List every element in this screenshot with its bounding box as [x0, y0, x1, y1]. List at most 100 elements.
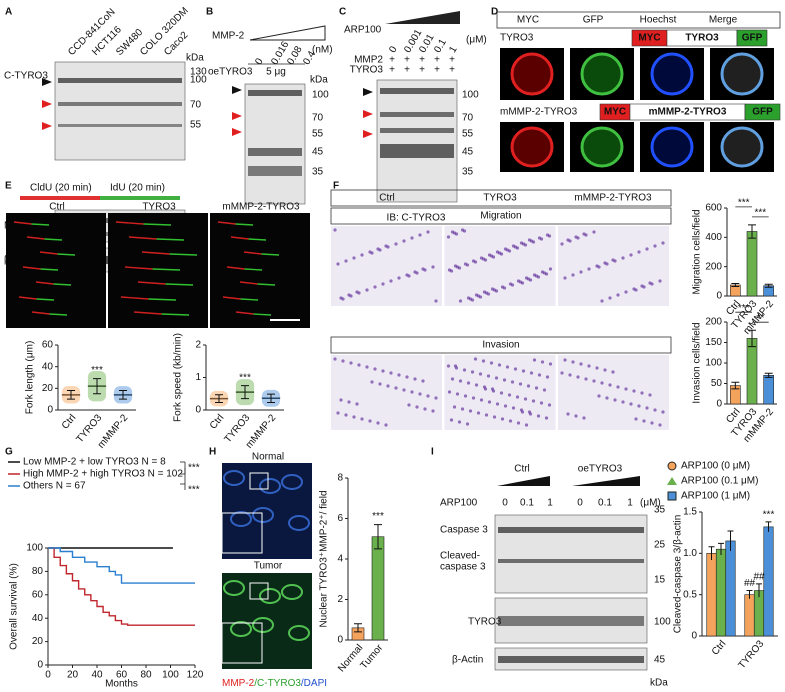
- cell-dot: [545, 233, 550, 237]
- error-bar: [748, 224, 756, 239]
- fiber: [143, 223, 172, 226]
- y-axis-label: Migration cells/field: [692, 209, 703, 294]
- cell-dot: [344, 259, 348, 263]
- cell-dot: [434, 396, 438, 400]
- cell-dot: [653, 244, 657, 248]
- nucleus: [252, 617, 274, 633]
- fiber: [39, 251, 58, 255]
- dose-label: 0: [577, 498, 583, 509]
- cell-dot: [373, 285, 377, 289]
- channel-label: MYC: [517, 15, 539, 26]
- y-tick-label: 1.5: [683, 507, 697, 518]
- y-tick-label: 40: [42, 361, 54, 372]
- cell-dot: [587, 267, 591, 271]
- x-tick-label: 120: [187, 670, 204, 681]
- marker-label: 45: [312, 147, 324, 158]
- pulse-label: CldU (20 min): [30, 183, 92, 194]
- cell-dot: [648, 393, 652, 397]
- channel-label: Merge: [709, 15, 738, 26]
- cell-dot: [603, 261, 607, 265]
- condition-label: TYRO3: [142, 202, 176, 213]
- cell-dot: [489, 361, 494, 365]
- cell-dot: [637, 404, 641, 408]
- cell-dot: [447, 390, 452, 394]
- marker-label: 100: [190, 75, 207, 86]
- blot-label: β-Actin: [452, 655, 483, 666]
- cell-dot: [584, 377, 588, 381]
- blot-band: [58, 102, 182, 106]
- condition-label: TYRO3: [483, 193, 517, 204]
- cell-dot: [466, 381, 471, 385]
- arrow: [42, 78, 52, 86]
- assay-label: Invasion: [482, 340, 519, 351]
- pulse-label: IdU (20 min): [110, 183, 165, 194]
- y-tick-label: 200: [705, 317, 722, 328]
- fiber: [49, 313, 68, 316]
- cell-dot: [516, 279, 521, 283]
- dose-label: 1: [447, 44, 460, 55]
- significance: ***: [754, 208, 766, 219]
- sign: +: [434, 55, 440, 66]
- marker-label: 35: [312, 167, 324, 178]
- cell-dot: [397, 276, 401, 280]
- nucleus: [252, 507, 274, 523]
- arrow: [232, 128, 242, 136]
- cell-dot: [347, 293, 351, 297]
- marker-label: 55: [190, 120, 202, 131]
- cell-dot: [563, 276, 567, 280]
- arrow: [363, 130, 373, 138]
- blot-band: [498, 656, 644, 663]
- cell-dot: [421, 379, 425, 383]
- cell-dot: [452, 405, 457, 409]
- cell-dot: [637, 250, 641, 254]
- significance: ***: [239, 372, 251, 383]
- cell-dot: [658, 423, 662, 427]
- condition-label: Ctrl: [379, 193, 395, 204]
- panel-letter: A: [5, 7, 12, 18]
- cell-dot: [579, 270, 583, 274]
- cell: [580, 52, 624, 96]
- cell-dot: [450, 230, 455, 234]
- cell-dot: [632, 287, 636, 291]
- construct-label: MYC: [638, 33, 660, 44]
- cell-dot: [405, 375, 409, 379]
- cell: [720, 52, 764, 96]
- cell-dot: [499, 391, 504, 395]
- cell-dot: [426, 230, 430, 234]
- cell-dot: [511, 406, 516, 410]
- y-axis-label: Cleaved-caspase 3/β-actin: [673, 515, 684, 634]
- treatment-label: ARP100: [440, 498, 478, 509]
- cell-dot: [519, 408, 524, 412]
- cell-dot: [540, 360, 545, 364]
- legend-label: Others N = 67: [23, 481, 86, 492]
- cell-dot: [426, 394, 430, 398]
- table-frame: [330, 189, 672, 207]
- significance: **: [756, 313, 764, 324]
- bar: [746, 231, 758, 297]
- cell-dot: [523, 397, 528, 401]
- cell-dot: [587, 364, 591, 368]
- inset-box: [249, 582, 269, 600]
- bar: [763, 526, 774, 637]
- nucleus: [259, 478, 281, 494]
- stain-caption: MMP-2/C-TYRO3/DAPI: [222, 678, 327, 689]
- blot-band: [380, 128, 454, 133]
- cell-dot: [410, 390, 414, 394]
- x-axis-label: Months: [105, 679, 138, 690]
- transwell-image: [444, 226, 556, 306]
- transwell-image: [558, 355, 669, 430]
- blot-band: [498, 527, 644, 533]
- dose-wedge: [249, 25, 326, 41]
- x-tick-label: TYRO3: [736, 638, 766, 671]
- cell-dot: [410, 236, 414, 240]
- cell-dot: [579, 362, 583, 366]
- marker-label: 70: [190, 100, 202, 111]
- cell-dot: [384, 423, 388, 427]
- fiber: [133, 311, 162, 315]
- y-axis-label: Invasion cells/field: [692, 322, 703, 403]
- marker-label: 55: [462, 129, 474, 140]
- table-frame: [496, 11, 781, 29]
- bar: [763, 374, 774, 405]
- nucleus: [230, 511, 252, 527]
- fiber: [115, 221, 144, 225]
